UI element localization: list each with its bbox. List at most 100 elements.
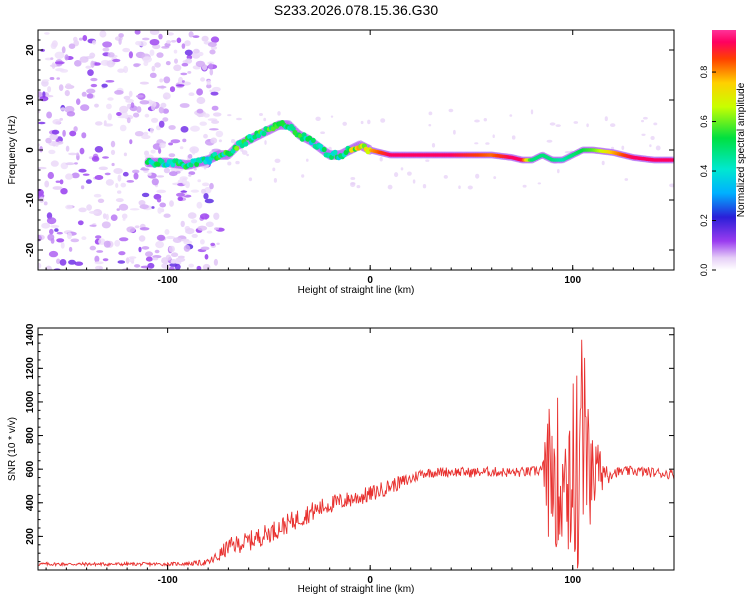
noise-blob [102, 41, 112, 48]
noise-blob [180, 220, 185, 228]
noise-blob [209, 182, 214, 190]
noise-blob [235, 160, 240, 165]
noise-blob [73, 126, 78, 132]
noise-blob [113, 168, 123, 174]
noise-blob [64, 54, 69, 61]
noise-blob [236, 117, 242, 121]
noise-blob [180, 238, 190, 242]
noise-blob [210, 91, 219, 96]
noise-blob [509, 114, 513, 117]
noise-blob [188, 92, 195, 96]
noise-blob [118, 33, 124, 38]
noise-blob [156, 85, 167, 89]
noise-blob [306, 158, 309, 162]
colorbar-tick-label: 0.8 [699, 66, 709, 79]
noise-blob [86, 93, 94, 99]
noise-blob [152, 257, 159, 261]
noise-blob [161, 263, 170, 269]
colorbar-ticks: 0.0 0.2 0.4 0.6 0.8 [699, 66, 716, 276]
noise-blob [184, 49, 193, 56]
noise-blob [157, 207, 162, 214]
ridge-cell [343, 149, 349, 155]
noise-blob [126, 180, 135, 183]
noise-blob [133, 112, 140, 118]
noise-blob [151, 65, 156, 72]
noise-blob [107, 113, 113, 121]
noise-blob [537, 182, 541, 185]
noise-blob [94, 255, 100, 263]
noise-blob [106, 60, 115, 68]
noise-blob [511, 135, 516, 140]
snr-x-label: Height of straight line (km) [298, 584, 415, 595]
noise-blob [77, 220, 84, 226]
noise-blob [46, 217, 57, 225]
noise-blob [38, 91, 42, 98]
noise-blob [107, 52, 115, 58]
noise-blob [64, 90, 70, 97]
noise-blob [122, 47, 131, 53]
noise-blob [105, 80, 115, 83]
y-tick-label: 200 [25, 528, 36, 545]
noise-blob [171, 252, 179, 257]
noise-blob [43, 201, 48, 206]
noise-blob [138, 200, 146, 206]
noise-blob [117, 260, 126, 264]
noise-blob [350, 177, 356, 180]
colorbar-tick-label: 0.0 [699, 264, 709, 277]
noise-blob [102, 213, 107, 220]
noise-blob [379, 156, 383, 162]
noise-blob [586, 123, 589, 128]
noise-blob [169, 200, 174, 207]
noise-blob [208, 63, 214, 70]
noise-blob [141, 192, 150, 198]
noise-blob [192, 35, 200, 38]
noise-blob [95, 235, 102, 239]
noise-blob [188, 263, 194, 268]
noise-blob [135, 94, 144, 98]
noise-blob [80, 104, 90, 111]
noise-blob [669, 183, 674, 188]
noise-blob [170, 259, 177, 264]
colorbar-tick-label: 0.6 [699, 115, 709, 128]
noise-blob [546, 139, 553, 143]
noise-blob [173, 64, 182, 72]
noise-blob [162, 108, 169, 114]
noise-blob [215, 130, 224, 138]
y-tick-label: 1200 [25, 357, 36, 380]
noise-blob [209, 68, 214, 76]
colorbar: 0.0 0.2 0.4 0.6 0.8 Normalized spectral ampl… [699, 30, 747, 276]
noise-blob [181, 62, 189, 67]
noise-blob [200, 77, 206, 82]
noise-blob [641, 133, 646, 136]
noise-blob [145, 251, 153, 257]
ridge-cell [234, 145, 240, 151]
noise-blob [188, 174, 192, 177]
noise-blob [188, 171, 196, 176]
noise-blob [130, 102, 135, 109]
noise-blob [56, 231, 63, 235]
noise-blob [128, 90, 133, 97]
noise-blob [166, 32, 174, 36]
noise-blob [653, 122, 658, 126]
noise-blob [104, 172, 111, 176]
noise-blob [195, 60, 206, 68]
snr-series-line [38, 339, 674, 569]
ridge-cell [155, 161, 161, 167]
noise-blob [86, 204, 92, 211]
noise-blob [121, 213, 128, 219]
noise-blob [185, 58, 193, 64]
noise-blob [102, 258, 109, 262]
noise-blob [119, 237, 129, 242]
noise-blob [203, 133, 208, 139]
y-tick-label: 0 [25, 147, 36, 153]
noise-blob [180, 190, 188, 193]
noise-blob [74, 162, 78, 165]
noise-blob [209, 49, 216, 55]
noise-blob [133, 172, 139, 180]
noise-blob [201, 35, 209, 42]
noise-blob [200, 239, 205, 245]
noise-blob [176, 192, 185, 197]
noise-blob [203, 166, 207, 170]
noise-blob [203, 113, 210, 118]
